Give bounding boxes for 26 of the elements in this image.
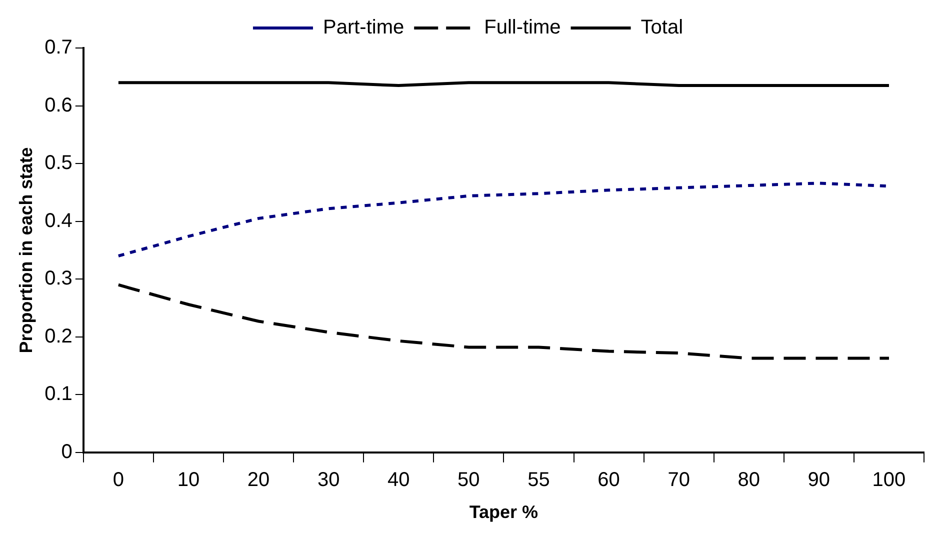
legend-label: Full-time (484, 16, 561, 39)
x-tick-label: 80 (738, 468, 760, 491)
y-tick-label: 0.6 (44, 94, 72, 116)
x-tick-label: 20 (247, 468, 270, 491)
x-tick-label: 30 (317, 468, 340, 491)
y-tick-label: 0.2 (44, 325, 72, 348)
x-tick-label: 0 (112, 468, 124, 491)
y-tick-label: 0.4 (44, 210, 72, 232)
x-tick-label: 100 (872, 468, 906, 491)
y-axis-title: Proportion in each state (16, 147, 36, 354)
line-series (116, 283, 890, 360)
x-axis-title: Taper % (469, 502, 538, 522)
x-tick-label: 70 (668, 468, 690, 491)
x-tick-label: 60 (598, 468, 620, 491)
x-tick-label: 40 (388, 468, 410, 491)
x-tick-label: 55 (528, 468, 550, 491)
y-tick-label: 0 (61, 440, 72, 463)
x-tick-label: 90 (808, 468, 830, 491)
y-tick-label: 0.3 (44, 268, 72, 290)
x-tick-label: 50 (458, 468, 480, 491)
legend-label: Total (640, 16, 684, 39)
y-tick-label: 0.7 (44, 36, 72, 59)
x-tick-label: 10 (177, 468, 200, 491)
legend-label: Part-time (322, 16, 404, 39)
y-tick-label: 0.5 (44, 152, 72, 174)
y-tick-label: 0.1 (44, 383, 72, 406)
